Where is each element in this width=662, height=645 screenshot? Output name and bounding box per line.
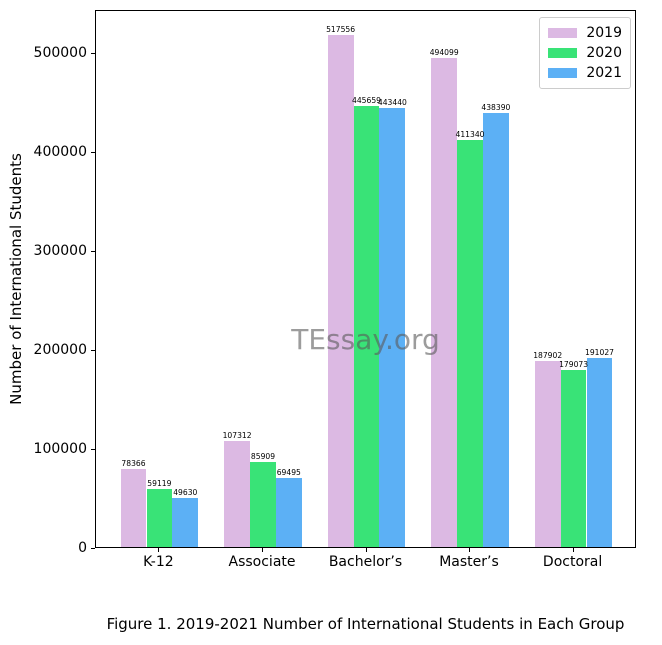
bar-value-label: 517556 bbox=[326, 24, 356, 34]
bar-2019-associate bbox=[224, 440, 250, 547]
legend-row-2021: 2021 bbox=[548, 63, 622, 83]
bar-2019-master’s bbox=[431, 57, 458, 547]
bar-2021-associate bbox=[275, 478, 302, 547]
y-tick-mark bbox=[91, 152, 95, 153]
bar-2020-bachelor’s bbox=[353, 105, 380, 547]
x-tick-mark bbox=[365, 548, 367, 552]
bar-value-label: 187902 bbox=[533, 351, 563, 360]
y-tick-label: 400000 bbox=[33, 143, 87, 160]
y-tick-label: 0 bbox=[78, 539, 87, 556]
bar-2019-bachelor’s bbox=[327, 34, 354, 547]
x-tick-label-associate: Associate bbox=[228, 554, 296, 570]
bar-2020-k-12 bbox=[146, 488, 173, 547]
bar-value-label: 69495 bbox=[276, 468, 301, 478]
legend: 2019 2020 2021 bbox=[539, 17, 631, 89]
bar-value-label: 438390 bbox=[481, 103, 511, 112]
bar-2020-master’s bbox=[457, 139, 483, 547]
legend-label-2019: 2019 bbox=[586, 25, 622, 41]
bar-2020-doctoral bbox=[560, 369, 587, 547]
bar-2021-bachelor’s bbox=[379, 108, 406, 547]
y-tick-label: 200000 bbox=[33, 341, 87, 358]
bar-value-label: 49630 bbox=[173, 487, 198, 497]
bar-value-label: 59119 bbox=[147, 478, 172, 488]
legend-swatch-2020 bbox=[548, 48, 578, 58]
x-tick-mark bbox=[572, 548, 574, 552]
bar-value-label: 85909 bbox=[250, 452, 276, 461]
y-tick-mark bbox=[91, 350, 95, 351]
figure-caption: Figure 1. 2019-2021 Number of Internatio… bbox=[106, 615, 625, 633]
bar-2019-doctoral bbox=[534, 361, 561, 547]
bar-value-label: 179073 bbox=[559, 359, 589, 369]
y-axis-label: Number of International Students bbox=[7, 153, 25, 405]
x-tick-mark bbox=[469, 548, 470, 552]
y-tick-mark bbox=[91, 449, 95, 450]
plot-area: 2019 2020 2021 78366 59119 49630 107312 85909 6… bbox=[95, 10, 636, 548]
x-tick-label-bachelor’s: Bachelor’s bbox=[328, 554, 403, 570]
bar-value-label: 191027 bbox=[585, 347, 614, 357]
y-tick-mark bbox=[91, 251, 95, 252]
bar-value-label: 445659 bbox=[352, 95, 381, 105]
y-tick-label: 500000 bbox=[33, 44, 87, 61]
x-tick-label-doctoral: Doctoral bbox=[542, 554, 603, 570]
bar-2021-k-12 bbox=[172, 497, 199, 547]
bar-2021-master’s bbox=[483, 113, 509, 547]
bar-value-label: 411340 bbox=[455, 129, 485, 139]
bar-2020-associate bbox=[250, 462, 276, 547]
legend-label-2021: 2021 bbox=[586, 65, 622, 81]
legend-swatch-2021 bbox=[548, 68, 578, 78]
x-tick-label-k-12: K-12 bbox=[143, 554, 174, 570]
bar-value-label: 107312 bbox=[222, 430, 252, 440]
legend-row-2019: 2019 bbox=[548, 23, 622, 43]
y-tick-mark bbox=[91, 53, 95, 54]
legend-row-2020: 2020 bbox=[548, 43, 622, 63]
legend-swatch-2019 bbox=[548, 28, 578, 38]
legend-label-2020: 2020 bbox=[586, 45, 622, 61]
x-tick-label-master’s: Master’s bbox=[439, 554, 499, 570]
y-tick-label: 100000 bbox=[33, 440, 87, 457]
x-tick-mark bbox=[158, 548, 160, 552]
y-tick-label: 300000 bbox=[33, 242, 87, 259]
x-tick-mark bbox=[262, 548, 263, 552]
bar-2019-k-12 bbox=[120, 469, 147, 547]
bar-value-label: 494099 bbox=[429, 47, 459, 57]
bar-2021-doctoral bbox=[586, 357, 613, 547]
bar-value-label: 443440 bbox=[377, 98, 407, 107]
y-tick-mark bbox=[91, 548, 95, 549]
bar-value-label: 78366 bbox=[121, 459, 146, 469]
